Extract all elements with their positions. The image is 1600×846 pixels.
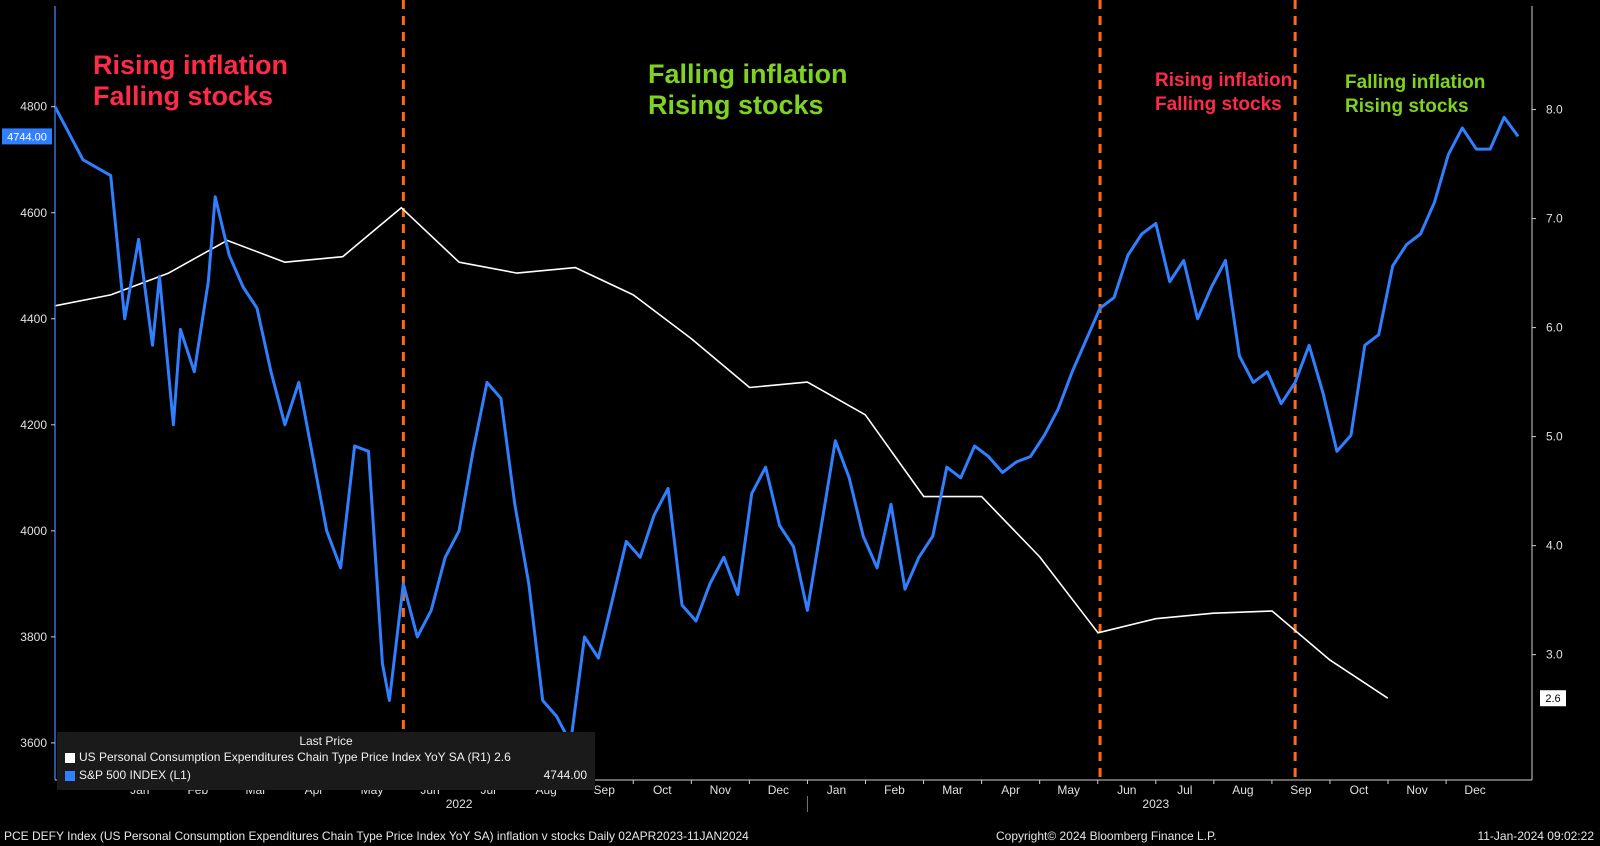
x-year-label: 2022 [446, 797, 473, 811]
legend-header: Last Price [299, 734, 353, 748]
footer-timestamp: 11-Jan-2024 09:02:22 [1477, 829, 1594, 843]
right-last-badge [1540, 690, 1566, 707]
x-tick-label: Apr [1001, 783, 1020, 797]
x-tick-label: Jul [1177, 783, 1192, 797]
left-tick-label: 4200 [20, 418, 47, 432]
regime-dividers [401, 0, 1297, 780]
left-tick-label: 3800 [20, 630, 47, 644]
footer: PCE DEFY Index (US Personal Consumption … [0, 826, 1600, 846]
x-tick-label: Nov [1406, 783, 1427, 797]
x-tick-label: Jan [827, 783, 846, 797]
legend-swatch-pce [65, 753, 75, 763]
legend-item-spx: S&P 500 INDEX (L1) 4744.00 [65, 768, 591, 784]
x-tick-label: Sep [1290, 783, 1312, 797]
left-tick-label: 4000 [20, 524, 47, 538]
right-tick-label: 7.0 [1546, 212, 1563, 226]
x-tick-label: Oct [1350, 783, 1369, 797]
annotation-line2: Falling stocks [93, 81, 273, 111]
left-last-label: 4744.00 [7, 131, 47, 143]
x-tick-label: Sep [594, 783, 616, 797]
right-last-label: 2.6 [1545, 693, 1560, 705]
left-tick-label: 4600 [20, 206, 47, 220]
x-tick-label: Mar [942, 783, 963, 797]
right-tick-label: 6.0 [1546, 321, 1563, 335]
legend-swatch-spx [65, 771, 75, 781]
legend: Last Price US Personal Consumption Expen… [57, 732, 595, 790]
x-tick-label: Aug [1232, 783, 1253, 797]
right-tick-label: 8.0 [1546, 103, 1563, 117]
x-tick-label: Feb [884, 783, 905, 797]
annotation-line1: Rising inflation [1155, 70, 1292, 91]
right-tick-label: 3.0 [1546, 648, 1563, 662]
legend-label-spx: S&P 500 INDEX (L1) [79, 768, 191, 782]
footer-description: PCE DEFY Index (US Personal Consumption … [4, 829, 749, 843]
annotation-line1: Falling inflation [1345, 72, 1485, 93]
spx-line [53, 106, 1520, 745]
annotation-line2: Rising stocks [648, 90, 824, 120]
series-layer [53, 106, 1520, 745]
legend-last-spx: 4744.00 [543, 768, 587, 782]
left-tick-label: 4400 [20, 312, 47, 326]
x-tick-label: Dec [768, 783, 789, 797]
pce-line [54, 206, 1389, 699]
x-tick-label: Jun [1117, 783, 1136, 797]
x-tick-label: Dec [1464, 783, 1485, 797]
annotation-line1: Rising inflation [93, 50, 288, 80]
right-tick-label: 4.0 [1546, 539, 1563, 553]
x-tick-label: May [1057, 783, 1080, 797]
left-tick-label: 3600 [20, 736, 47, 750]
x-tick-label: Oct [653, 783, 672, 797]
annotation-line2: Falling stocks [1155, 94, 1282, 115]
axes-layer: 3600 3800 4000 4200 4400 4600 4800 3.0 4.0 5.0 6.0… [2, 6, 1566, 812]
annotation-line2: Rising stocks [1345, 96, 1469, 117]
left-tick-label: 4800 [20, 100, 47, 114]
x-tick-label: Nov [710, 783, 731, 797]
right-tick-label: 5.0 [1546, 430, 1563, 444]
legend-label-pce: US Personal Consumption Expenditures Cha… [79, 750, 511, 764]
left-last-badge [2, 128, 52, 145]
footer-copyright: Copyright© 2024 Bloomberg Finance L.P. [996, 829, 1217, 843]
legend-item-pce: US Personal Consumption Expenditures Cha… [65, 750, 591, 766]
x-year-label: 2023 [1142, 797, 1169, 811]
annotation-line1: Falling inflation [648, 59, 847, 89]
